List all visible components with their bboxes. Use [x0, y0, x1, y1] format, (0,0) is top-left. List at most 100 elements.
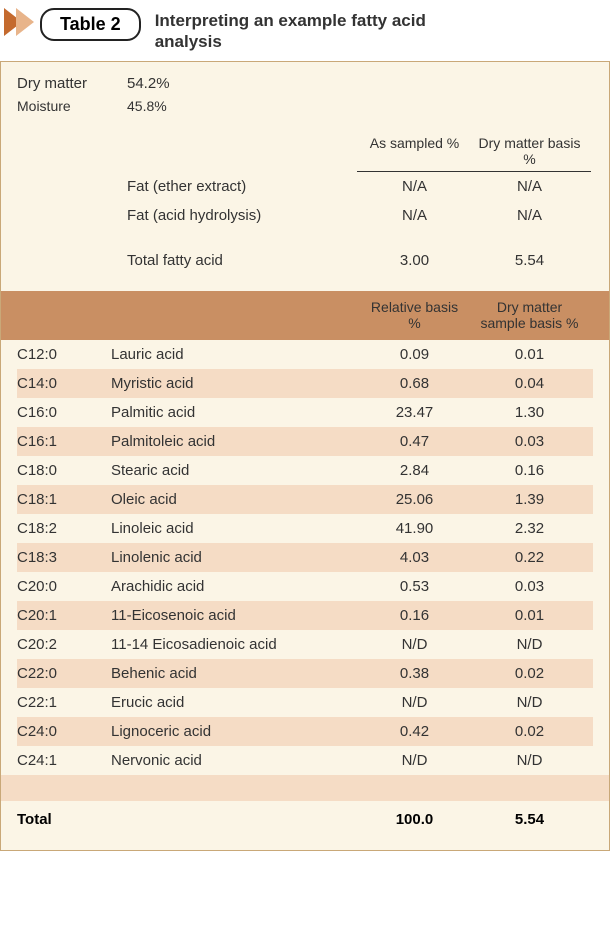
fat-v1: N/A [357, 178, 472, 195]
tfa-v1: 3.00 [357, 252, 472, 269]
table-body: Dry matter 54.2% Moisture 45.8% As sampl… [0, 61, 610, 852]
fa-v1: N/D [357, 636, 472, 653]
blank-row [1, 775, 609, 801]
fa-v2: 0.04 [472, 375, 587, 392]
fa-v2: 1.30 [472, 404, 587, 421]
dry-matter-row: Dry matter 54.2% [17, 72, 593, 95]
fatty-acid-row: C18:3Linolenic acid4.030.22 [17, 543, 593, 572]
fatty-acid-row: C24:0Lignoceric acid0.420.02 [17, 717, 593, 746]
fatty-acid-row: C18:1Oleic acid25.061.39 [17, 485, 593, 514]
fatty-acid-row: C18:0Stearic acid2.840.16 [17, 456, 593, 485]
fa-name: Lauric acid [111, 346, 357, 363]
fa-code: C24:1 [17, 752, 111, 769]
fatty-acid-row: C18:2Linoleic acid41.902.32 [17, 514, 593, 543]
fa-v1: 25.06 [357, 491, 472, 508]
moisture-value: 45.8% [127, 98, 167, 114]
fatty-acid-row: C22:0Behenic acid0.380.02 [17, 659, 593, 688]
column-headers-1: As sampled % Dry matter basis % [17, 117, 593, 171]
caption-line1: Interpreting an example fatty acid [155, 10, 426, 31]
fatty-acid-row: C20:0Arachidic acid0.530.03 [17, 572, 593, 601]
fatty-acid-row: C16:1Palmitoleic acid0.470.03 [17, 427, 593, 456]
fa-v2: 0.16 [472, 462, 587, 479]
fa-code: C20:1 [17, 607, 111, 624]
total-row: Total 100.0 5.54 [1, 801, 609, 836]
total-v1: 100.0 [357, 811, 472, 828]
fa-v1: 0.09 [357, 346, 472, 363]
fatty-acid-row: C16:0Palmitic acid23.471.30 [17, 398, 593, 427]
fa-code: C16:1 [17, 433, 111, 450]
fa-v2: N/D [472, 752, 587, 769]
fat-name: Fat (ether extract) [127, 178, 357, 195]
fa-name: Arachidic acid [111, 578, 357, 595]
fa-code: C22:1 [17, 694, 111, 711]
fat-row: Fat (ether extract)N/AN/A [17, 172, 593, 201]
fat-v2: N/A [472, 178, 587, 195]
fa-v2: 2.32 [472, 520, 587, 537]
fa-name: Palmitic acid [111, 404, 357, 421]
header-underline [17, 171, 593, 172]
fatty-acid-row: C20:111-Eicosenoic acid0.160.01 [17, 601, 593, 630]
fa-v2: 0.01 [472, 607, 587, 624]
fatty-acid-row: C20:211-14 Eicosadienoic acidN/DN/D [17, 630, 593, 659]
fa-name: Stearic acid [111, 462, 357, 479]
fatty-acid-row: C22:1Erucic acidN/DN/D [17, 688, 593, 717]
dry-matter-label: Dry matter [17, 75, 127, 92]
fa-v2: 0.02 [472, 723, 587, 740]
fa-code: C22:0 [17, 665, 111, 682]
tfa-label: Total fatty acid [127, 252, 357, 269]
fa-name: Nervonic acid [111, 752, 357, 769]
total-v2: 5.54 [472, 811, 587, 828]
fatty-acid-row: C12:0Lauric acid0.090.01 [17, 340, 593, 369]
fa-code: C20:2 [17, 636, 111, 653]
fa-v2: N/D [472, 694, 587, 711]
moisture-row: Moisture 45.8% [17, 95, 593, 117]
fa-name: Erucic acid [111, 694, 357, 711]
fa-name: Oleic acid [111, 491, 357, 508]
fa-v1: 0.42 [357, 723, 472, 740]
total-label: Total [17, 811, 111, 828]
fat-row: Fat (acid hydrolysis)N/AN/A [17, 201, 593, 230]
table-caption: Interpreting an example fatty acid analy… [155, 8, 426, 53]
fa-code: C18:1 [17, 491, 111, 508]
fa-v2: 0.02 [472, 665, 587, 682]
col-dm-basis: Dry matter basis % [472, 135, 587, 171]
fa-v2: 0.01 [472, 346, 587, 363]
col-as-sampled: As sampled % [357, 135, 472, 171]
fa-v2: N/D [472, 636, 587, 653]
fa-name: Lignoceric acid [111, 723, 357, 740]
fatty-acid-row: C24:1Nervonic acidN/DN/D [17, 746, 593, 775]
total-fatty-acid-row: Total fatty acid 3.00 5.54 [17, 230, 593, 291]
fa-name: Palmitoleic acid [111, 433, 357, 450]
fa-v1: 0.47 [357, 433, 472, 450]
fa-code: C14:0 [17, 375, 111, 392]
fa-v2: 0.22 [472, 549, 587, 566]
col-dm-sample-basis: Dry matter sample basis % [472, 299, 587, 333]
fa-name: Linoleic acid [111, 520, 357, 537]
chevron-icon [4, 8, 34, 36]
fa-v1: 4.03 [357, 549, 472, 566]
fa-code: C18:0 [17, 462, 111, 479]
fatty-acid-row: C14:0Myristic acid0.680.04 [17, 369, 593, 398]
table-header: Table 2 Interpreting an example fatty ac… [0, 0, 610, 61]
dry-matter-value: 54.2% [127, 75, 170, 92]
fa-v1: 0.53 [357, 578, 472, 595]
fa-v1: N/D [357, 752, 472, 769]
fa-code: C18:2 [17, 520, 111, 537]
fa-v2: 1.39 [472, 491, 587, 508]
fa-name: Linolenic acid [111, 549, 357, 566]
fa-v1: 0.16 [357, 607, 472, 624]
fa-name: Myristic acid [111, 375, 357, 392]
col-relative-basis: Relative basis % [357, 299, 472, 333]
fa-v1: 23.47 [357, 404, 472, 421]
fa-code: C16:0 [17, 404, 111, 421]
column-headers-2: Relative basis % Dry matter sample basis… [1, 291, 609, 341]
fa-name: Behenic acid [111, 665, 357, 682]
moisture-label: Moisture [17, 98, 127, 114]
fat-v1: N/A [357, 207, 472, 224]
fa-code: C20:0 [17, 578, 111, 595]
fa-v1: 2.84 [357, 462, 472, 479]
caption-line2: analysis [155, 31, 426, 52]
fa-v1: 41.90 [357, 520, 472, 537]
fa-v1: N/D [357, 694, 472, 711]
tfa-v2: 5.54 [472, 252, 587, 269]
